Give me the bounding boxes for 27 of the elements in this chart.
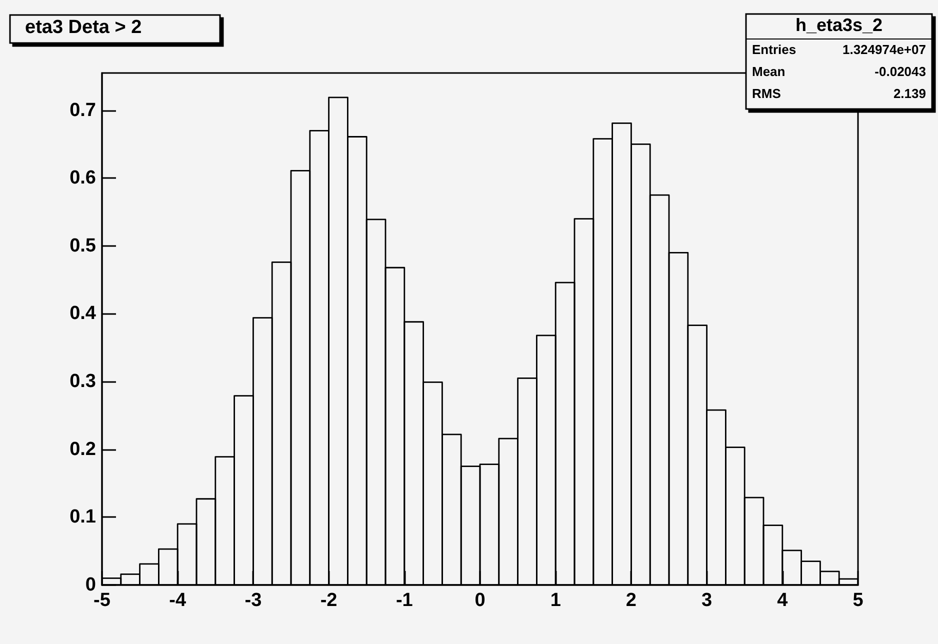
y-tick-label: 0.4	[70, 303, 96, 324]
x-tick-label: -2	[320, 590, 338, 611]
annotation: RMS	[752, 86, 782, 101]
y-tick-label: 0.7	[70, 100, 96, 121]
annotation: Mean	[752, 64, 786, 79]
x-tick-label: 1	[550, 590, 562, 611]
y-tick-label: 0.1	[70, 506, 96, 528]
x-tick-label: 5	[852, 590, 864, 611]
text: Entries	[752, 42, 796, 57]
x-tick-label: -4	[169, 590, 186, 611]
text: 2.139	[893, 86, 926, 101]
y-tick-label: 0.6	[70, 168, 96, 189]
text: h_eta3s_2	[795, 15, 883, 35]
y-tick-label: 0.2	[70, 438, 96, 460]
y-tick-label: 0.5	[70, 235, 96, 256]
x-tick-label: 4	[777, 590, 788, 611]
x-tick-label: 2	[626, 590, 636, 611]
x-tick-label: -1	[396, 590, 414, 611]
y-tick-label: 0.3	[70, 371, 96, 392]
y-tick-label: 0	[85, 574, 96, 596]
x-tick-label: 0	[474, 590, 486, 611]
x-tick-label: -5	[94, 590, 111, 611]
text: 1.324974e+07	[842, 42, 926, 57]
x-tick-label: 3	[702, 590, 712, 611]
x-tick-label: -3	[244, 590, 262, 611]
text: -0.02043	[874, 64, 926, 79]
chart-title: eta3 Deta > 2	[25, 17, 142, 38]
